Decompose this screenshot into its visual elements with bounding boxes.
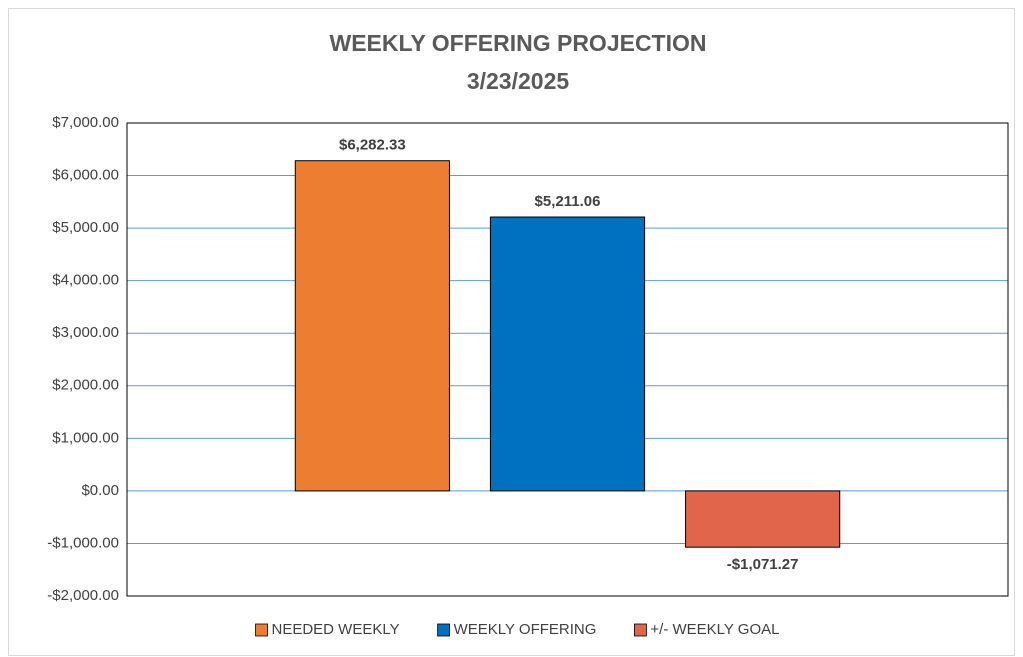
y-tick-label: $0.00 — [81, 482, 119, 499]
y-tick-label: $6,000.00 — [52, 167, 119, 184]
y-tick-label: $5,000.00 — [52, 219, 119, 236]
y-tick-label: $1,000.00 — [52, 429, 119, 446]
legend-label: WEEKLY OFFERING — [454, 621, 597, 638]
legend-swatch — [255, 623, 268, 637]
y-tick-label: $2,000.00 — [52, 377, 119, 394]
chart-subtitle: 3/23/2025 — [467, 68, 570, 94]
y-tick-label: -$2,000.00 — [47, 587, 119, 604]
y-tick-label: $3,000.00 — [52, 324, 119, 341]
data-label: -$1,071.27 — [727, 556, 799, 573]
legend-swatch — [634, 623, 647, 637]
plot-border — [126, 122, 1009, 597]
y-tick-label: -$1,000.00 — [47, 534, 119, 551]
y-tick-label: $4,000.00 — [52, 272, 119, 289]
bar — [685, 490, 841, 548]
legend-label: +/- WEEKLY GOAL — [650, 621, 779, 638]
bar — [489, 216, 646, 492]
y-tick-label: $7,000.00 — [52, 114, 119, 131]
data-label: $5,211.06 — [535, 193, 601, 210]
data-label: $6,282.33 — [339, 137, 406, 154]
bar — [294, 160, 450, 492]
chart-title: WEEKLY OFFERING PROJECTION — [330, 30, 707, 56]
legend-label: NEEDED WEEKLY — [272, 621, 400, 638]
legend-swatch — [437, 623, 451, 637]
